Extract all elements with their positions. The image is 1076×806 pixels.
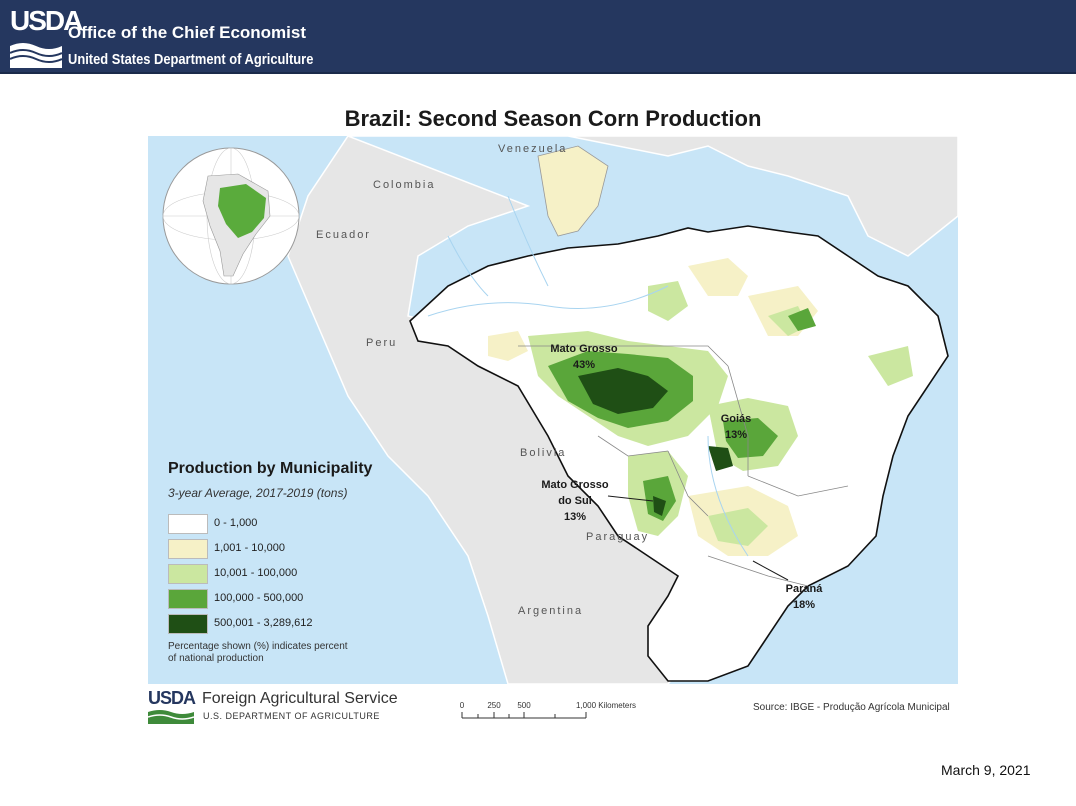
map-title: Brazil: Second Season Corn Production <box>344 106 762 131</box>
legend-swatch <box>168 564 208 584</box>
map-panel: Venezuela Colombia Ecuador Peru Bolivia … <box>148 136 958 684</box>
legend-item: 1,001 - 10,000 <box>168 535 398 560</box>
legend-label: 0 - 1,000 <box>214 517 258 529</box>
label-bolivia: Bolivia <box>520 447 566 459</box>
map-canvas: Venezuela Colombia Ecuador Peru Bolivia … <box>148 136 958 684</box>
header-organization: Office of the Chief Economist <box>68 23 307 42</box>
legend-rows: 0 - 1,000 1,001 - 10,000 10,001 - 100,00… <box>168 510 398 635</box>
legend-label: 500,001 - 3,289,612 <box>214 617 313 629</box>
callout-mgds-leader <box>607 495 654 502</box>
header-department: United States Department of Agriculture <box>68 51 314 68</box>
legend: Production by Municipality 3-year Averag… <box>168 460 398 665</box>
legend-subtitle: 3-year Average, 2017-2019 (tons) <box>168 486 348 500</box>
rivers <box>427 195 749 557</box>
production-patches <box>488 258 913 556</box>
callout-mgds-share: 13% <box>564 511 586 523</box>
callout-mgds-line1: Mato Grosso <box>541 479 609 491</box>
legend-swatch <box>168 589 208 609</box>
callout-mato-grosso-share: 43% <box>573 359 595 371</box>
usda-logo: USDA <box>10 6 83 68</box>
header-divider <box>0 72 1076 74</box>
globe-brazil-highlight <box>218 184 266 238</box>
scale-label-500: 500 <box>517 701 531 710</box>
slide-date: March 9, 2021 <box>941 762 1031 778</box>
legend-item: 10,001 - 100,000 <box>168 560 398 585</box>
label-peru: Peru <box>366 337 397 349</box>
label-venezuela: Venezuela <box>498 143 567 155</box>
legend-item: 0 - 1,000 <box>168 510 398 535</box>
legend-note: Percentage shown (%) indicates percent o… <box>168 641 348 664</box>
callout-mato-grosso-name: Mato Grosso <box>550 343 618 355</box>
callout-parana-share: 18% <box>793 599 815 611</box>
callout-goias-share: 13% <box>725 429 747 441</box>
legend-label: 10,001 - 100,000 <box>214 567 298 579</box>
scale-bar: 0 250 500 1,000 Kilometers <box>460 701 636 719</box>
usda-logo-waves-icon <box>10 43 62 68</box>
state-boundaries <box>518 345 849 587</box>
source-note: Source: IBGE - Produção Agrícola Municip… <box>753 702 950 713</box>
scale-label-0: 0 <box>460 701 465 710</box>
scale-label-1000: 1,000 Kilometers <box>576 701 636 710</box>
callout-parana-name: Paraná <box>786 583 824 595</box>
usda-logo-text: USDA <box>10 5 83 36</box>
callout-parana-leader <box>752 560 789 581</box>
scale-label-250: 250 <box>487 701 501 710</box>
legend-item: 100,000 - 500,000 <box>168 585 398 610</box>
roraima-region <box>537 145 609 237</box>
globe-inset <box>162 147 300 285</box>
fas-logo-waves-icon <box>148 710 194 724</box>
fas-department: U.S. DEPARTMENT OF AGRICULTURE <box>203 711 380 721</box>
legend-swatch <box>168 514 208 534</box>
label-colombia: Colombia <box>373 179 435 191</box>
label-argentina: Argentina <box>518 605 583 617</box>
callout-goias-name: Goiás <box>721 413 752 425</box>
legend-label: 1,001 - 10,000 <box>214 542 285 554</box>
callout-mgds-line2: do Sul <box>558 495 592 507</box>
fas-name: Foreign Agricultural Service <box>202 690 398 707</box>
legend-label: 100,000 - 500,000 <box>214 592 304 604</box>
fas-logo-text: USDA <box>148 688 196 708</box>
legend-swatch <box>168 539 208 559</box>
header-band: USDA Office of the Chief Economist Unite… <box>0 0 1076 72</box>
label-paraguay: Paraguay <box>586 531 649 543</box>
label-ecuador: Ecuador <box>316 229 371 241</box>
legend-title: Production by Municipality <box>168 460 373 477</box>
legend-item: 500,001 - 3,289,612 <box>168 610 398 635</box>
legend-swatch <box>168 614 208 634</box>
